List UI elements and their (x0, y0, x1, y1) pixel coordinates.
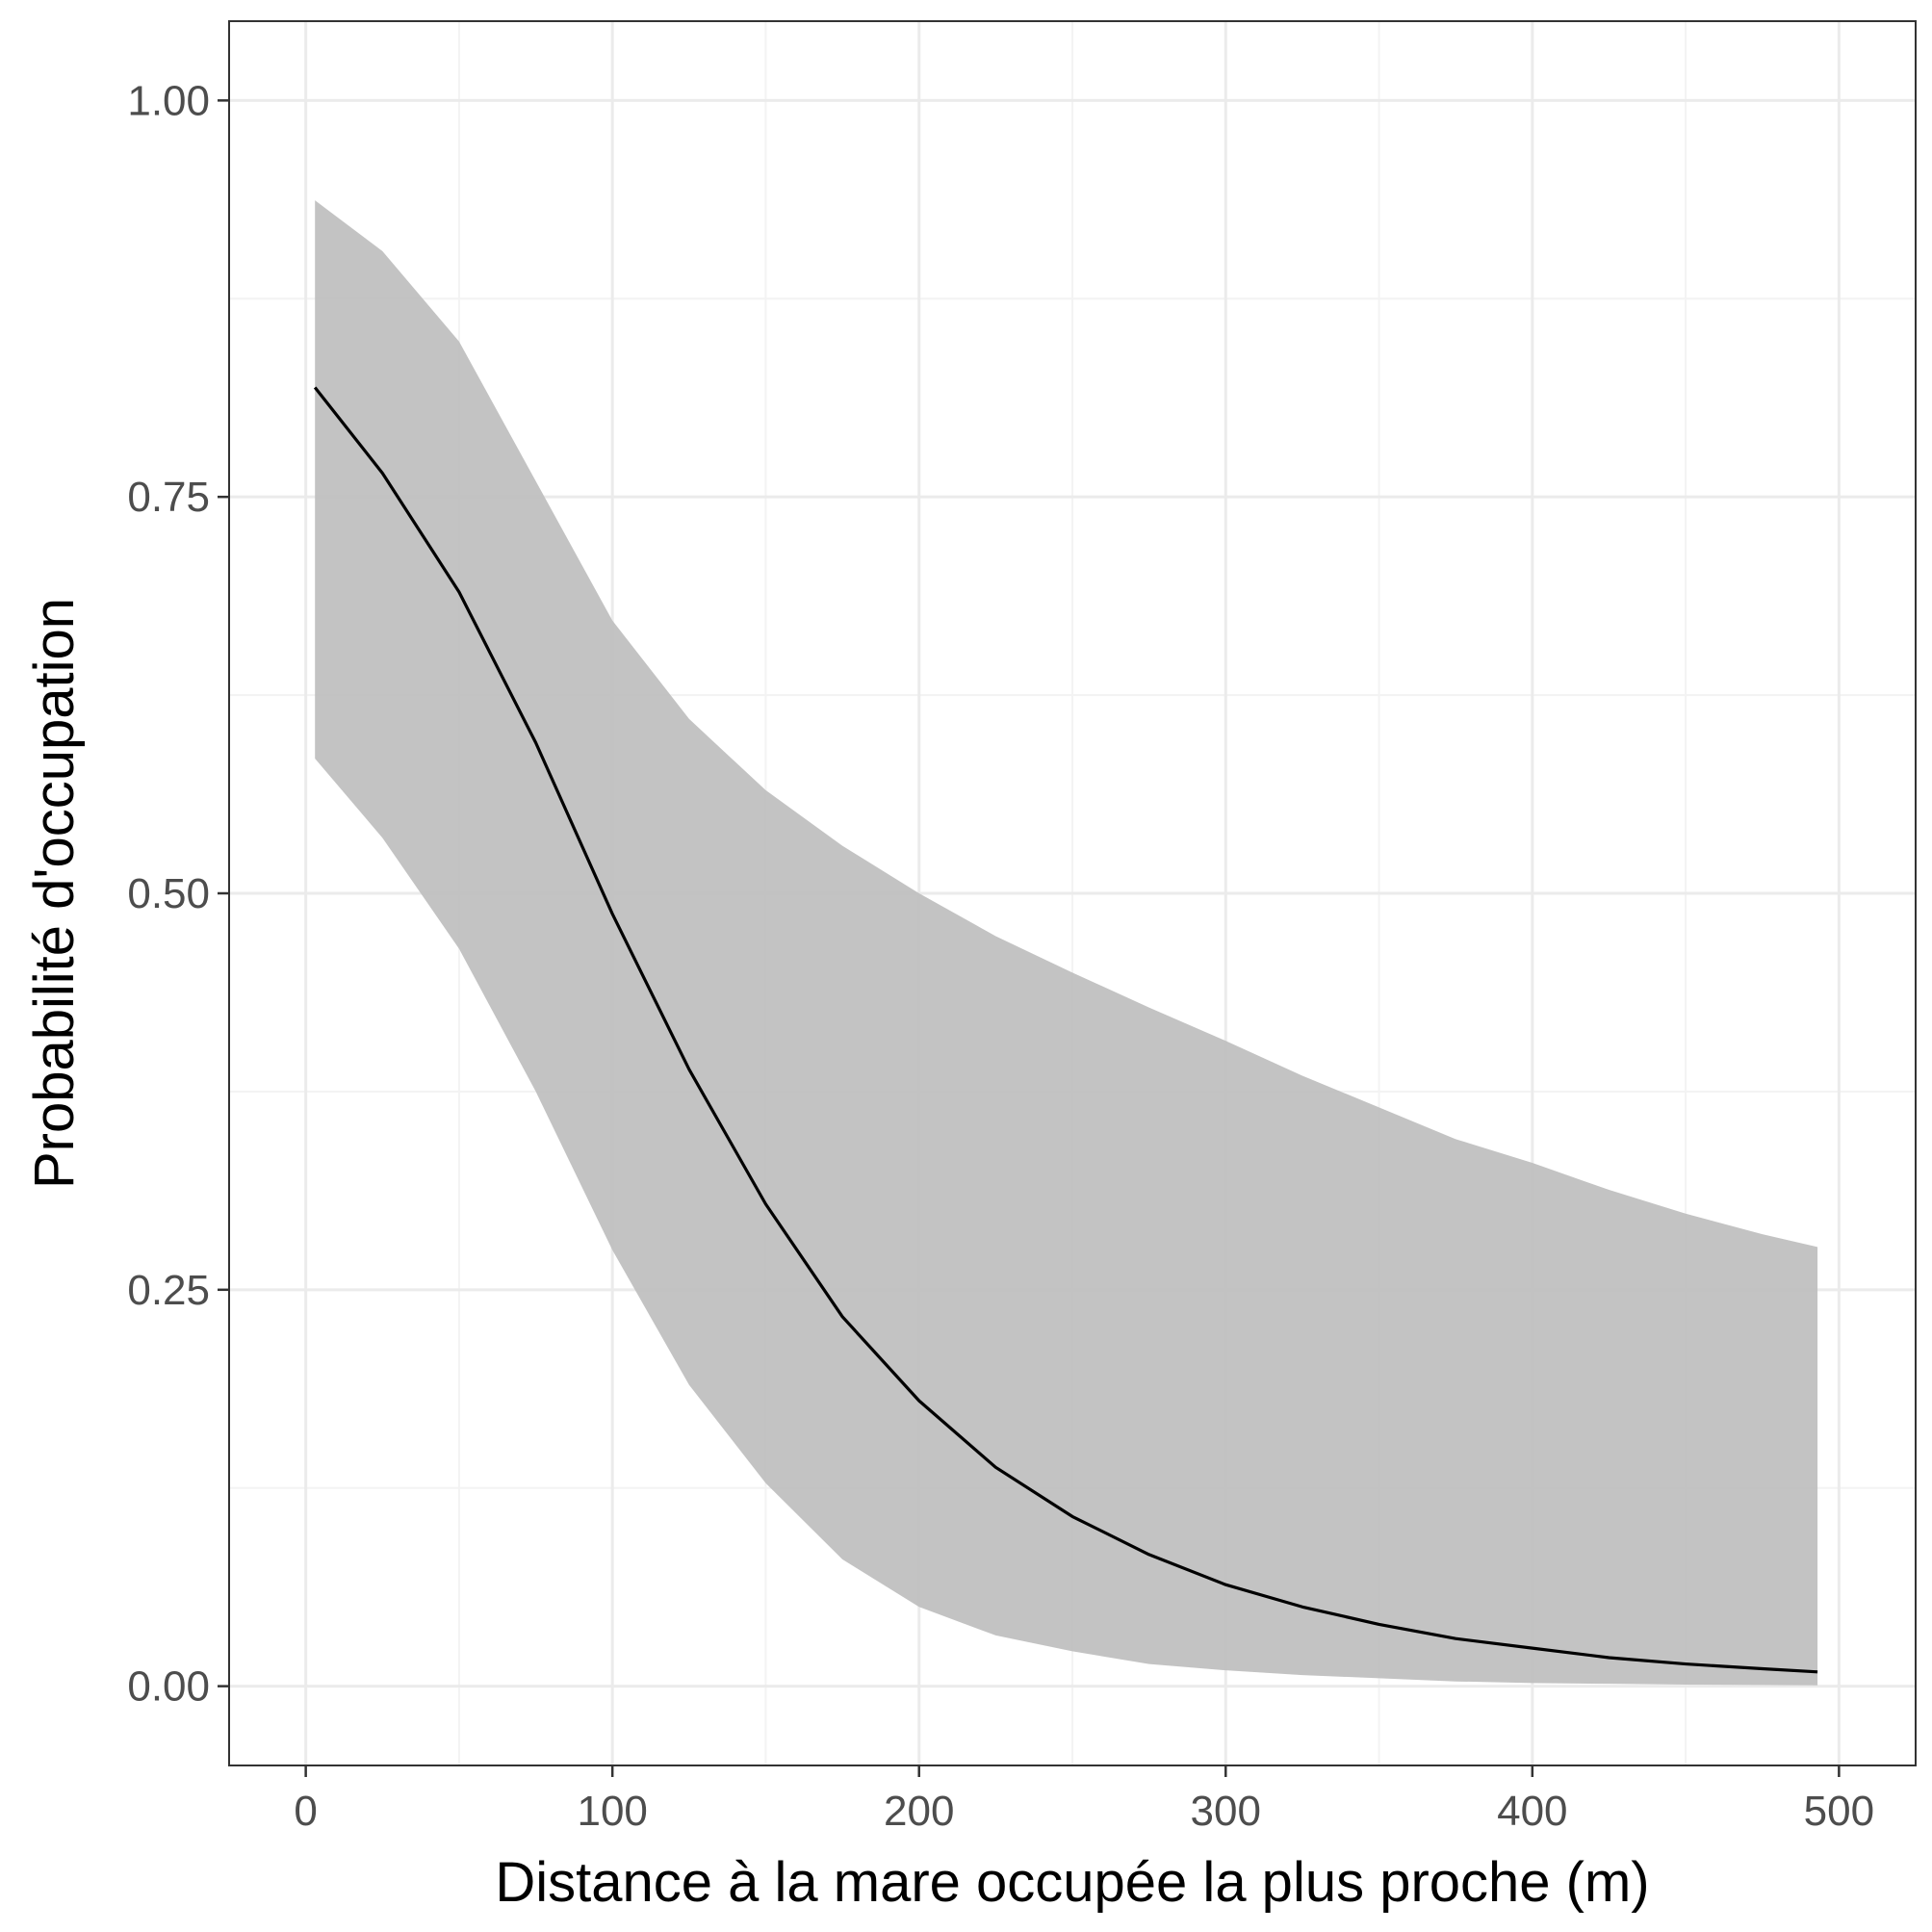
x-tick-label: 200 (884, 1788, 954, 1835)
x-tick-label: 100 (577, 1788, 647, 1835)
x-axis-tick-labels: 0 100 200 300 400 500 (294, 1788, 1874, 1835)
y-tick-label: 0.25 (127, 1267, 210, 1314)
x-tick-label: 500 (1804, 1788, 1874, 1835)
y-axis-tick-labels: 0.00 0.25 0.50 0.75 1.00 (127, 77, 210, 1710)
fitted-line (313, 386, 1818, 1674)
y-tick-label: 0.75 (127, 474, 210, 521)
y-axis-title: Probabilité d'occupation (23, 598, 86, 1189)
y-tick-label: 1.00 (127, 77, 210, 124)
confidence-ribbon (315, 200, 1818, 1686)
x-tick-label: 300 (1191, 1788, 1261, 1835)
y-axis-ticks (218, 99, 229, 1687)
y-tick-label: 0.00 (127, 1663, 210, 1711)
x-axis-title: Distance à la mare occupée la plus proch… (495, 1851, 1649, 1914)
y-tick-label: 0.50 (127, 870, 210, 917)
x-tick-label: 400 (1497, 1788, 1567, 1835)
x-axis-ticks (304, 1765, 1841, 1777)
x-tick-label: 0 (294, 1788, 317, 1835)
